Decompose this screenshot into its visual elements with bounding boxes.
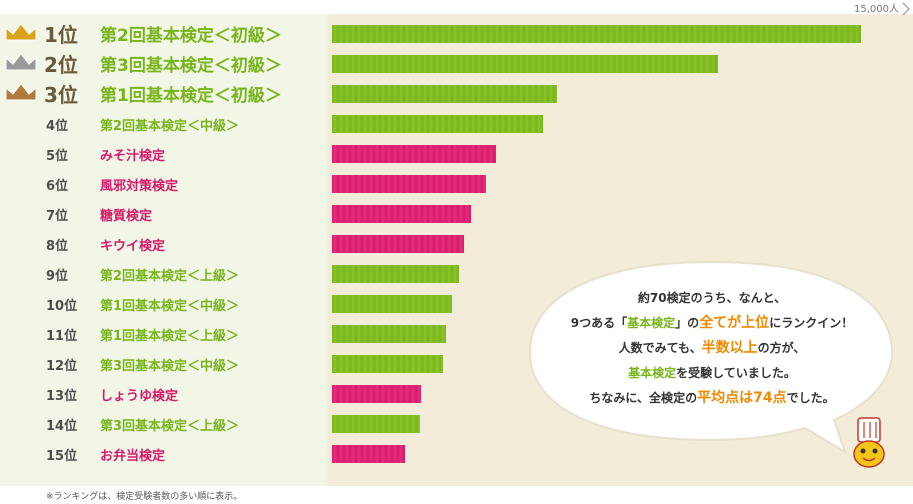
- bar: [332, 145, 496, 163]
- bubble-line-3: 人数でみても、半数以上の方が、: [618, 340, 806, 356]
- bar: [332, 235, 464, 253]
- ranking-row: 15位 お弁当検定: [0, 435, 327, 465]
- chef-mascot-icon: [853, 417, 885, 468]
- bubble-line-2: 9つある「基本検定」の全てが上位にランクイン！: [570, 315, 854, 331]
- ranking-row: 6位 風邪対策検定: [0, 165, 327, 195]
- bar: [332, 325, 446, 343]
- rank-number: 11位: [46, 329, 78, 344]
- ranking-row: 14位 第3回基本検定＜上級＞: [0, 405, 327, 435]
- rank-number: 8位: [46, 239, 69, 254]
- rank-number: 3位: [44, 83, 78, 107]
- bar: [332, 445, 405, 463]
- rank-name: キウイ検定: [100, 239, 166, 254]
- rank-number: 7位: [46, 209, 69, 224]
- rank-name: 第1回基本検定＜初級＞: [100, 86, 282, 106]
- rank-name: 第3回基本検定＜上級＞: [100, 419, 240, 434]
- ranking-row: 11位 第1回基本検定＜上級＞: [0, 315, 327, 345]
- rank-number: 9位: [46, 269, 69, 284]
- rank-number: 5位: [46, 149, 69, 164]
- bar: [332, 55, 718, 73]
- rank-name: しょうゆ検定: [100, 389, 179, 404]
- crown-icon: [5, 53, 37, 71]
- ranking-row: 13位 しょうゆ検定: [0, 375, 327, 405]
- scale-max-label: 15,000人: [854, 4, 899, 15]
- bar: [332, 85, 557, 103]
- ranking-row: 8位 キウイ検定: [0, 225, 327, 255]
- bar: [332, 295, 452, 313]
- rank-name: 第2回基本検定＜初級＞: [100, 26, 282, 46]
- footnote: ※ランキングは、検定受験者数の多い順に表示。: [46, 492, 243, 502]
- bar: [332, 265, 459, 283]
- rank-name: 第1回基本検定＜中級＞: [100, 299, 240, 314]
- rank-number: 4位: [46, 119, 69, 134]
- rank-name: お弁当検定: [100, 449, 166, 464]
- rank-number: 15位: [46, 449, 78, 464]
- rank-number: 6位: [46, 179, 69, 194]
- rank-name: 第3回基本検定＜初級＞: [100, 56, 282, 76]
- rank-name: 第2回基本検定＜中級＞: [100, 119, 240, 134]
- rank-number: 10位: [46, 299, 78, 314]
- rank-name: 第1回基本検定＜上級＞: [100, 329, 240, 344]
- ranking-row: 10位 第1回基本検定＜中級＞: [0, 285, 327, 315]
- bubble-line-5: ちなみに、全検定の平均点は74点でした。: [589, 390, 835, 406]
- crown-icon: [5, 23, 37, 41]
- ranking-row: 7位 糖質検定: [0, 195, 327, 225]
- rank-name: みそ汁検定: [100, 149, 166, 164]
- chevron-right-icon: [902, 2, 911, 16]
- ranking-row: 5位 みそ汁検定: [0, 135, 327, 165]
- bubble-line-4: 基本検定を受験していました。: [628, 366, 796, 380]
- bar: [332, 385, 421, 403]
- rank-number: 14位: [46, 419, 78, 434]
- bar: [332, 415, 420, 433]
- bar: [332, 355, 443, 373]
- ranking-row: 4位 第2回基本検定＜中級＞: [0, 105, 327, 135]
- rank-name: 第3回基本検定＜中級＞: [100, 359, 240, 374]
- bar: [332, 25, 861, 43]
- rank-name: 糖質検定: [100, 209, 153, 224]
- ranking-row: 2位 第3回基本検定＜初級＞: [0, 45, 327, 77]
- rank-number: 2位: [44, 53, 78, 77]
- bar: [332, 175, 486, 193]
- ranking-panel: [0, 14, 327, 486]
- rank-number: 13位: [46, 389, 78, 404]
- bar: [332, 205, 471, 223]
- ranking-row: 3位 第1回基本検定＜初級＞: [0, 75, 327, 107]
- rank-name: 第2回基本検定＜上級＞: [100, 269, 240, 284]
- rank-number: 1位: [44, 23, 78, 47]
- ranking-row: 9位 第2回基本検定＜上級＞: [0, 255, 327, 285]
- rank-name: 風邪対策検定: [100, 179, 179, 194]
- crown-icon: [5, 83, 37, 101]
- bubble-message: 約70検定のうち、なんと、 9つある「基本検定」の全てが上位にランクイン！ 人数…: [532, 286, 892, 411]
- ranking-row: 12位 第3回基本検定＜中級＞: [0, 345, 327, 375]
- ranking-row: 1位 第2回基本検定＜初級＞: [0, 15, 327, 47]
- bar: [332, 115, 543, 133]
- rank-number: 12位: [46, 359, 78, 374]
- bubble-line-1: 約70検定のうち、なんと、: [637, 291, 787, 305]
